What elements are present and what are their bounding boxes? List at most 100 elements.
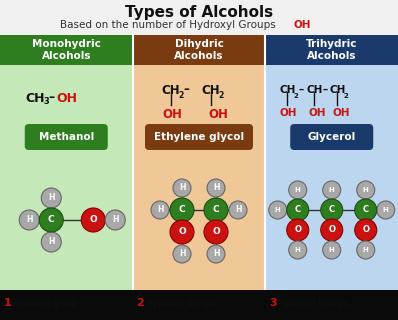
Text: O: O [90, 215, 97, 225]
Text: H: H [275, 207, 281, 213]
Text: 2: 2 [294, 93, 298, 99]
Text: H: H [363, 247, 369, 253]
Text: Hydroxyl group: Hydroxyl group [13, 299, 78, 308]
Text: OH: OH [208, 108, 228, 121]
Text: O: O [212, 228, 220, 236]
Text: H: H [363, 187, 369, 193]
Text: H: H [26, 215, 33, 225]
Circle shape [289, 181, 307, 199]
Circle shape [105, 210, 125, 230]
Text: C: C [213, 205, 219, 214]
Text: Glycerol: Glycerol [308, 132, 356, 142]
Text: H: H [112, 215, 119, 225]
Text: 2: 2 [137, 298, 144, 308]
Circle shape [41, 232, 61, 252]
Circle shape [151, 201, 169, 219]
Text: Trihydric
Alcohols: Trihydric Alcohols [306, 39, 357, 61]
Text: H: H [179, 183, 185, 193]
Circle shape [323, 181, 341, 199]
Text: Hydroxyl Groups: Hydroxyl Groups [279, 299, 349, 308]
Circle shape [207, 179, 225, 197]
Circle shape [287, 219, 309, 241]
Text: H: H [295, 187, 300, 193]
Circle shape [170, 198, 194, 222]
Text: 2: 2 [218, 92, 223, 100]
Bar [133, 65, 265, 290]
Text: –: – [323, 85, 328, 95]
Text: 3: 3 [43, 98, 49, 107]
Circle shape [39, 208, 63, 232]
Text: Based on the number of Hydroxyl Groups: Based on the number of Hydroxyl Groups [60, 20, 279, 30]
Bar [265, 65, 398, 290]
Circle shape [41, 188, 61, 208]
Text: H: H [48, 237, 55, 246]
Text: OH: OH [294, 20, 312, 30]
Text: Hydroxyl Groups: Hydroxyl Groups [146, 299, 216, 308]
Text: CH: CH [25, 92, 45, 105]
Text: O: O [178, 228, 186, 236]
Text: CH: CH [201, 84, 220, 97]
FancyBboxPatch shape [290, 124, 373, 150]
Text: OH: OH [309, 108, 326, 118]
Text: Monohydric
Alcohols: Monohydric Alcohols [32, 39, 101, 61]
Text: O: O [328, 226, 335, 235]
Text: 3: 3 [269, 298, 277, 308]
Bar [0, 65, 133, 290]
Text: H: H [157, 205, 163, 214]
Text: 1: 1 [4, 298, 12, 308]
Text: C: C [329, 205, 335, 214]
Circle shape [204, 220, 228, 244]
Circle shape [323, 241, 341, 259]
Text: CH: CH [330, 85, 346, 95]
Bar [133, 35, 265, 65]
Circle shape [287, 199, 309, 221]
Text: Methanol: Methanol [39, 132, 94, 142]
Bar [0, 290, 398, 320]
Text: H: H [213, 250, 219, 259]
Circle shape [229, 201, 247, 219]
Text: C: C [179, 205, 185, 214]
Circle shape [355, 219, 377, 241]
Circle shape [321, 219, 343, 241]
Circle shape [204, 198, 228, 222]
Circle shape [289, 241, 307, 259]
Text: –: – [48, 92, 54, 105]
Circle shape [377, 201, 395, 219]
Circle shape [207, 245, 225, 263]
Text: OH: OH [280, 108, 297, 118]
Text: H: H [329, 247, 335, 253]
Circle shape [357, 241, 375, 259]
Text: OH: OH [333, 108, 350, 118]
FancyBboxPatch shape [145, 124, 253, 150]
FancyBboxPatch shape [25, 124, 108, 150]
Circle shape [357, 181, 375, 199]
Circle shape [19, 210, 39, 230]
Text: CH: CH [161, 84, 179, 97]
Circle shape [269, 201, 287, 219]
Text: H: H [235, 205, 241, 214]
Text: C: C [363, 205, 369, 214]
Circle shape [170, 220, 194, 244]
Text: H: H [329, 187, 335, 193]
Text: –: – [183, 84, 189, 97]
Circle shape [173, 179, 191, 197]
Text: OH: OH [162, 108, 182, 121]
Text: 2: 2 [178, 92, 183, 100]
Text: H: H [213, 183, 219, 193]
Circle shape [173, 245, 191, 263]
Text: C: C [48, 215, 55, 225]
Text: H: H [179, 250, 185, 259]
Text: CH: CH [280, 85, 296, 95]
Circle shape [81, 208, 105, 232]
Text: H: H [383, 207, 388, 213]
Text: H: H [48, 194, 55, 203]
Text: CH: CH [307, 85, 323, 95]
Text: Dihydric
Alcohols: Dihydric Alcohols [174, 39, 224, 61]
Text: C: C [295, 205, 301, 214]
Text: Ethylene glycol: Ethylene glycol [154, 132, 244, 142]
Bar [0, 35, 133, 65]
Text: O: O [294, 226, 301, 235]
Circle shape [355, 199, 377, 221]
Text: Types of Alcohols: Types of Alcohols [125, 4, 273, 20]
Bar [265, 35, 398, 65]
